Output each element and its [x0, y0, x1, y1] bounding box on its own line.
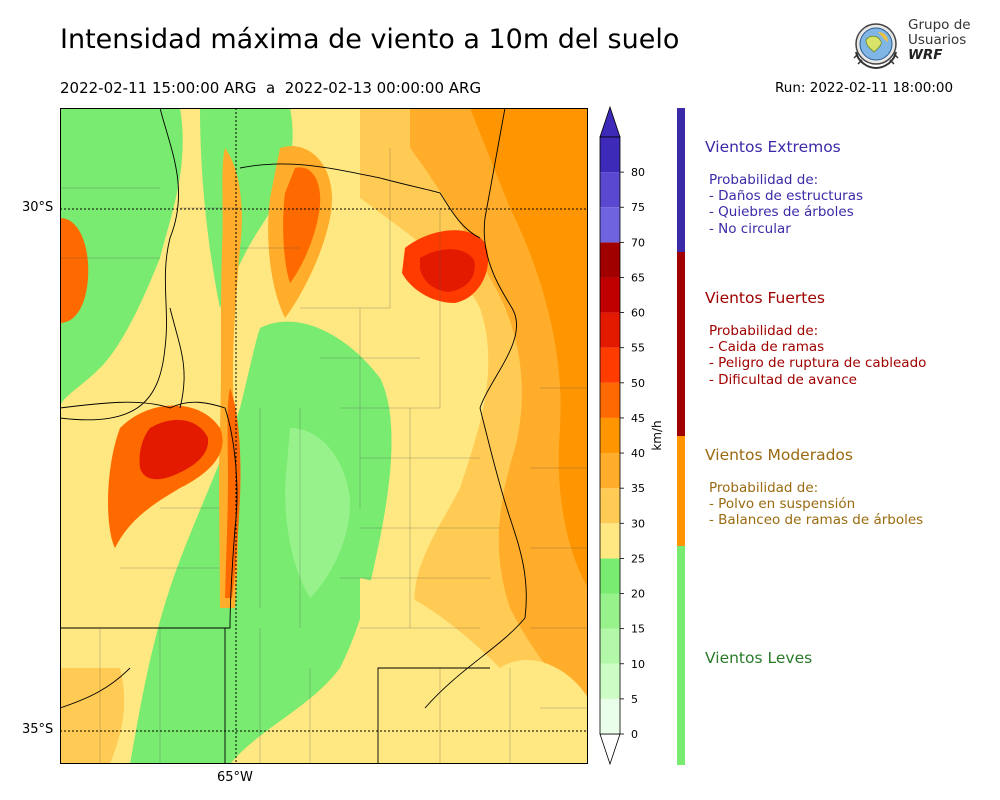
field-60-ne — [420, 249, 475, 292]
colorbar-segment — [600, 417, 620, 454]
colorbar-tick-label: 40 — [631, 447, 645, 460]
map-frame — [60, 108, 588, 764]
field-50-nwridge — [283, 167, 321, 283]
logo-line-3: WRF — [908, 47, 943, 63]
category-line: - Balanceo de ramas de árboles — [709, 512, 924, 529]
category-bar-extremos — [677, 108, 685, 252]
category-line: - Caida de ramas — [709, 339, 825, 356]
category-line: - Quiebres de árboles — [709, 204, 854, 221]
colorbar-frame — [599, 136, 621, 735]
colorbar-tick-label: 55 — [631, 342, 645, 355]
lat-label-35s: 35°S — [22, 722, 54, 737]
colorbar-canvas: 0 5 10 15 20 25 30 35 40 45 50 55 60 65 70 75 80 km/h — [599, 105, 664, 766]
category-extremos: Vientos Extremos Probabilidad de: - Daño… — [705, 138, 995, 237]
colorbar-tick-label: 10 — [631, 658, 645, 671]
period-end: 2022-02-13 00:00:00 ARG — [284, 79, 482, 97]
wind-intensity-map[interactable] — [60, 108, 588, 764]
category-color-bar — [677, 108, 685, 765]
category-line: - Peligro de ruptura de cableado — [709, 355, 927, 372]
province-boundaries — [60, 108, 527, 764]
colorbar-tick-label: 65 — [631, 271, 645, 284]
category-line: Probabilidad de: — [709, 323, 819, 339]
colorbar-segment — [600, 558, 620, 594]
colorbar-segment — [600, 663, 620, 699]
colorbar-tick-label: 0 — [631, 728, 638, 741]
category-line: - Polvo en suspensión — [709, 496, 856, 513]
category-line: - Dificultad de avance — [709, 371, 857, 388]
colorbar-segment — [600, 242, 620, 278]
lat-label-30s: 30°S — [22, 200, 54, 215]
colorbar-tick-label: 70 — [631, 236, 645, 249]
field-45-east — [470, 108, 588, 588]
grupo-usuarios-wrf-logo: Grupo de Usuarios WRF — [848, 18, 971, 74]
colorbar-tick-label: 15 — [631, 623, 645, 636]
colorbar-segment — [600, 698, 620, 734]
colorbar-unit-label: km/h — [650, 420, 664, 450]
colorbar-tick-label: 25 — [631, 552, 645, 565]
category-line: - Daños de estructuras — [709, 188, 864, 205]
lon-label-65w: 65°W — [217, 770, 253, 785]
colorbar-segment — [600, 137, 620, 173]
colorbar-segment — [600, 277, 620, 313]
map-title: Intensidad máxima de viento a 10m del su… — [60, 24, 680, 55]
category-title-fuertes: Vientos Fuertes — [705, 289, 825, 307]
department-boundaries — [60, 148, 588, 764]
colorbar-tick-label: 35 — [631, 482, 645, 495]
field-50-andes — [225, 388, 241, 598]
category-leves: Vientos Leves — [705, 649, 995, 667]
colorbar-segment — [600, 347, 620, 383]
colorbar-tick-label: 20 — [631, 588, 645, 601]
period-separator: a — [265, 79, 276, 97]
logo-line-1: Grupo de — [908, 17, 971, 33]
colorbar: 0 5 10 15 20 25 30 35 40 45 50 55 60 65 70 75 80 km/h — [595, 100, 665, 780]
category-title-leves: Vientos Leves — [705, 649, 813, 667]
category-bar-moderados — [677, 436, 685, 546]
forecast-period: 2022-02-11 15:00:00 ARG a 2022-02-13 00:… — [60, 79, 481, 97]
colorbar-tick-label: 5 — [631, 693, 638, 706]
category-title-moderados: Vientos Moderados — [705, 446, 853, 464]
field-20-central — [130, 321, 392, 764]
colorbar-segment — [600, 628, 620, 664]
category-line: Probabilidad de: — [709, 480, 819, 496]
colorbar-tick-label: 45 — [631, 412, 645, 425]
logo-line-2: Usuarios — [908, 32, 967, 48]
period-start: 2022-02-11 15:00:00 ARG — [60, 79, 257, 97]
colorbar-tick-label: 75 — [631, 201, 645, 214]
logo-text: Grupo de Usuarios WRF — [908, 18, 971, 63]
field-50-west — [60, 218, 89, 323]
colorbar-segment — [600, 593, 620, 629]
category-line: Probabilidad de: — [709, 172, 819, 188]
colorbar-tick-label: 80 — [631, 166, 645, 179]
colorbar-segment — [600, 207, 620, 243]
field-30-se — [480, 659, 588, 764]
colorbar-segment — [600, 488, 620, 524]
colorbar-tick-label: 30 — [631, 517, 645, 530]
field-15-central — [285, 428, 351, 598]
colorbar-extend-bottom — [599, 733, 621, 766]
colorbar-tick-label: 60 — [631, 307, 645, 320]
category-moderados: Vientos Moderados Probabilidad de: - Pol… — [705, 446, 995, 529]
colorbar-extend-top — [599, 105, 621, 138]
colorbar-segment — [600, 312, 620, 348]
category-title-extremos: Vientos Extremos — [705, 138, 841, 156]
colorbar-segment — [600, 453, 620, 489]
colorbar-tick-label: 50 — [631, 377, 645, 390]
category-bar-leves — [677, 546, 685, 765]
field-35-sw — [60, 668, 125, 764]
category-bar-fuertes — [677, 252, 685, 436]
colorbar-segment — [600, 172, 620, 208]
category-fuertes: Vientos Fuertes Probabilidad de: - Caida… — [705, 289, 995, 388]
globe-logo-icon — [853, 23, 899, 70]
colorbar-segment — [600, 523, 620, 559]
category-line: - No circular — [709, 220, 791, 237]
map-canvas — [60, 108, 588, 764]
field-60-cw — [139, 419, 209, 480]
colorbar-segment — [600, 382, 620, 418]
run-timestamp: Run: 2022-02-11 18:00:00 — [775, 80, 954, 96]
